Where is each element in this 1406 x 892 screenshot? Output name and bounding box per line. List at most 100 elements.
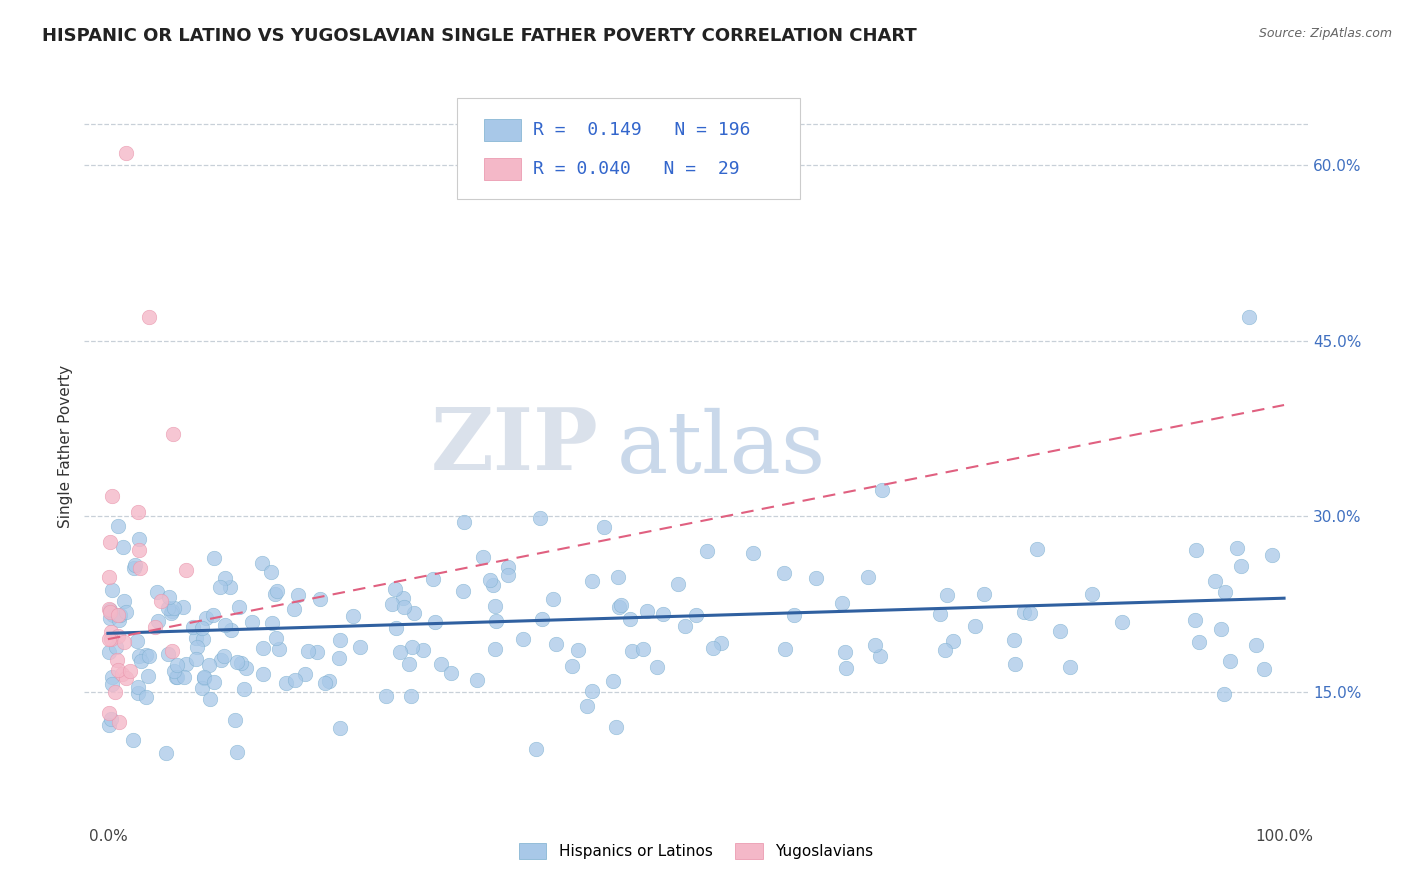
Point — [98, 605, 121, 619]
Point — [191, 632, 214, 647]
Point — [1019, 606, 1042, 620]
Point — [287, 588, 309, 602]
Point — [108, 613, 131, 627]
Point — [107, 630, 129, 644]
Point — [1002, 633, 1025, 648]
Point — [127, 680, 149, 694]
Point — [100, 632, 122, 646]
Point — [294, 667, 316, 681]
Point — [163, 601, 186, 615]
Point — [214, 617, 236, 632]
Point — [98, 706, 121, 720]
Point — [156, 647, 179, 661]
Point — [172, 600, 194, 615]
Point — [512, 632, 534, 646]
Point — [318, 673, 340, 688]
FancyBboxPatch shape — [484, 119, 522, 141]
Point — [107, 518, 129, 533]
Point — [107, 664, 129, 678]
Point — [107, 608, 129, 623]
Point — [422, 572, 444, 586]
Point — [741, 546, 763, 560]
Point — [150, 594, 173, 608]
Point — [112, 540, 135, 554]
FancyBboxPatch shape — [484, 158, 522, 180]
Y-axis label: Single Father Poverty: Single Father Poverty — [58, 365, 73, 527]
Point — [114, 146, 136, 161]
Point — [1225, 541, 1247, 555]
Point — [148, 614, 170, 628]
Point — [269, 641, 291, 656]
Point — [834, 645, 856, 659]
Point — [127, 505, 149, 519]
Point — [865, 639, 887, 653]
Point — [100, 624, 122, 639]
Point — [607, 600, 630, 615]
Point — [135, 648, 157, 662]
Point — [193, 670, 215, 684]
Text: HISPANIC OR LATINO VS YUGOSLAVIAN SINGLE FATHER POVERTY CORRELATION CHART: HISPANIC OR LATINO VS YUGOSLAVIAN SINGLE… — [42, 27, 917, 45]
Point — [872, 483, 894, 498]
Point — [252, 641, 274, 656]
Point — [160, 607, 183, 621]
Point — [101, 489, 124, 503]
Point — [160, 643, 183, 657]
Point — [423, 615, 446, 630]
Point — [157, 590, 180, 604]
Point — [124, 558, 146, 572]
Point — [392, 599, 415, 614]
Point — [190, 681, 212, 696]
Point — [633, 642, 655, 657]
Point — [197, 657, 219, 672]
Point — [252, 666, 274, 681]
Point — [602, 674, 624, 689]
Point — [146, 585, 169, 599]
Point — [567, 643, 589, 657]
Point — [561, 659, 583, 673]
Point — [384, 582, 406, 596]
Point — [1059, 660, 1081, 674]
Point — [619, 612, 641, 626]
Point — [129, 654, 152, 668]
Point — [831, 596, 853, 610]
Point — [212, 648, 235, 663]
Point — [581, 574, 603, 588]
Point — [1230, 558, 1253, 573]
Point — [104, 685, 127, 699]
Point — [160, 604, 183, 618]
Point — [184, 652, 207, 666]
Point — [121, 732, 143, 747]
Point — [651, 607, 673, 622]
Point — [856, 570, 879, 584]
Point — [775, 642, 797, 657]
Point — [98, 602, 121, 616]
Point — [118, 664, 141, 678]
Point — [399, 689, 422, 703]
Point — [122, 560, 145, 574]
Point — [605, 719, 627, 733]
Point — [541, 592, 564, 607]
Point — [1188, 635, 1211, 649]
Point — [685, 607, 707, 622]
Point — [696, 544, 718, 558]
Point — [1184, 613, 1206, 627]
Point — [440, 666, 463, 681]
Point — [484, 642, 506, 657]
Point — [307, 645, 329, 659]
Point — [105, 653, 128, 667]
Point — [98, 570, 121, 584]
Point — [101, 677, 124, 691]
Point — [155, 746, 177, 760]
Point — [1004, 657, 1026, 671]
Point — [112, 594, 135, 608]
Point — [209, 653, 232, 667]
Point — [806, 571, 828, 585]
Legend: Hispanics or Latinos, Yugoslavians: Hispanics or Latinos, Yugoslavians — [513, 838, 879, 865]
Point — [128, 648, 150, 663]
Point — [174, 657, 197, 672]
Point — [242, 615, 264, 630]
Point — [621, 644, 644, 658]
Point — [143, 619, 166, 633]
Point — [546, 637, 568, 651]
Point — [232, 681, 254, 696]
